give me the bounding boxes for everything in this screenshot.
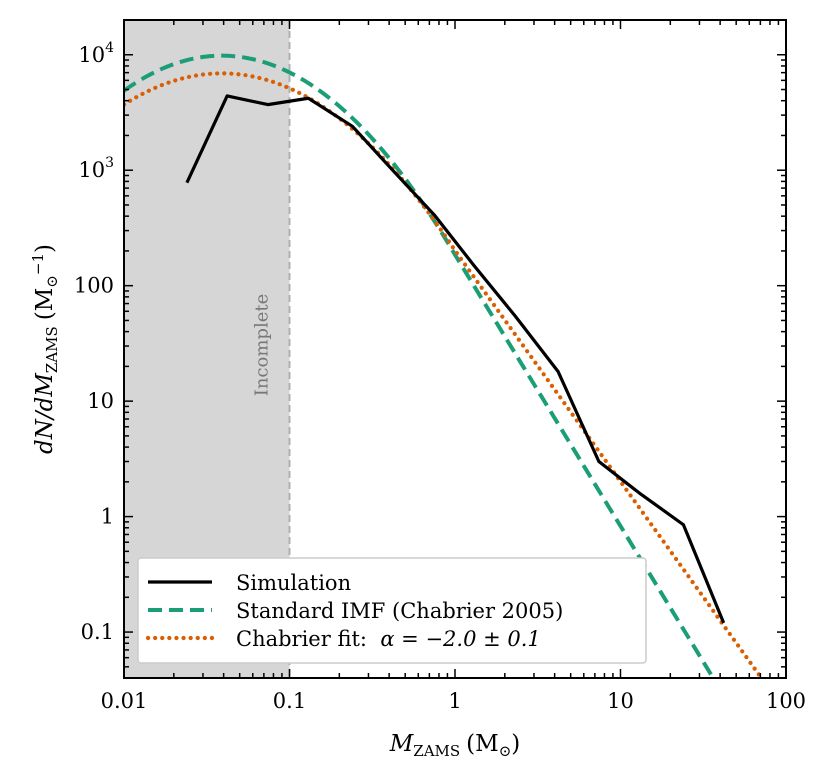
plot-frame: [123, 19, 787, 679]
legend-label-simulation: Simulation: [236, 571, 351, 595]
y-tick-labels: 0.1 1 10 100 103 104: [74, 40, 114, 644]
y-tick-label: 104: [78, 40, 114, 67]
x-axis-title: MZAMS (M⊙): [389, 731, 521, 760]
x-tick-label: 1: [448, 689, 461, 713]
x-tick-label: 100: [766, 689, 806, 713]
x-tick-label: 0.1: [273, 689, 306, 713]
x-tick-labels: 0.01 0.1 1 10 100: [101, 689, 806, 713]
x-tick-label: 0.01: [101, 689, 148, 713]
legend-box: [137, 557, 647, 664]
y-axis-title: dN/dMZAMS(M⊙−1): [29, 244, 61, 454]
x-tick-label: 10: [607, 689, 634, 713]
series-line-simulation: [185, 94, 726, 624]
y-tick-label: 100: [74, 274, 114, 298]
series-line-standard-imf: [124, 53, 716, 678]
legend: Simulation Standard IMF (Chabrier 2005) …: [137, 557, 647, 664]
y-tick-label: 0.1: [81, 620, 114, 644]
incomplete-label: Incomplete: [252, 294, 273, 397]
y-tick-label: 10: [87, 389, 114, 413]
legend-label-standard-imf: Standard IMF (Chabrier 2005): [236, 599, 563, 623]
y-tick-label: 1: [101, 505, 114, 529]
legend-label-chabrier-fit: Chabrier fit: α = −2.0 ± 0.1: [236, 627, 541, 651]
y-tick-label: 103: [78, 155, 114, 182]
series-line-chabrier-fit: [124, 71, 764, 678]
series-layer: [124, 53, 764, 678]
